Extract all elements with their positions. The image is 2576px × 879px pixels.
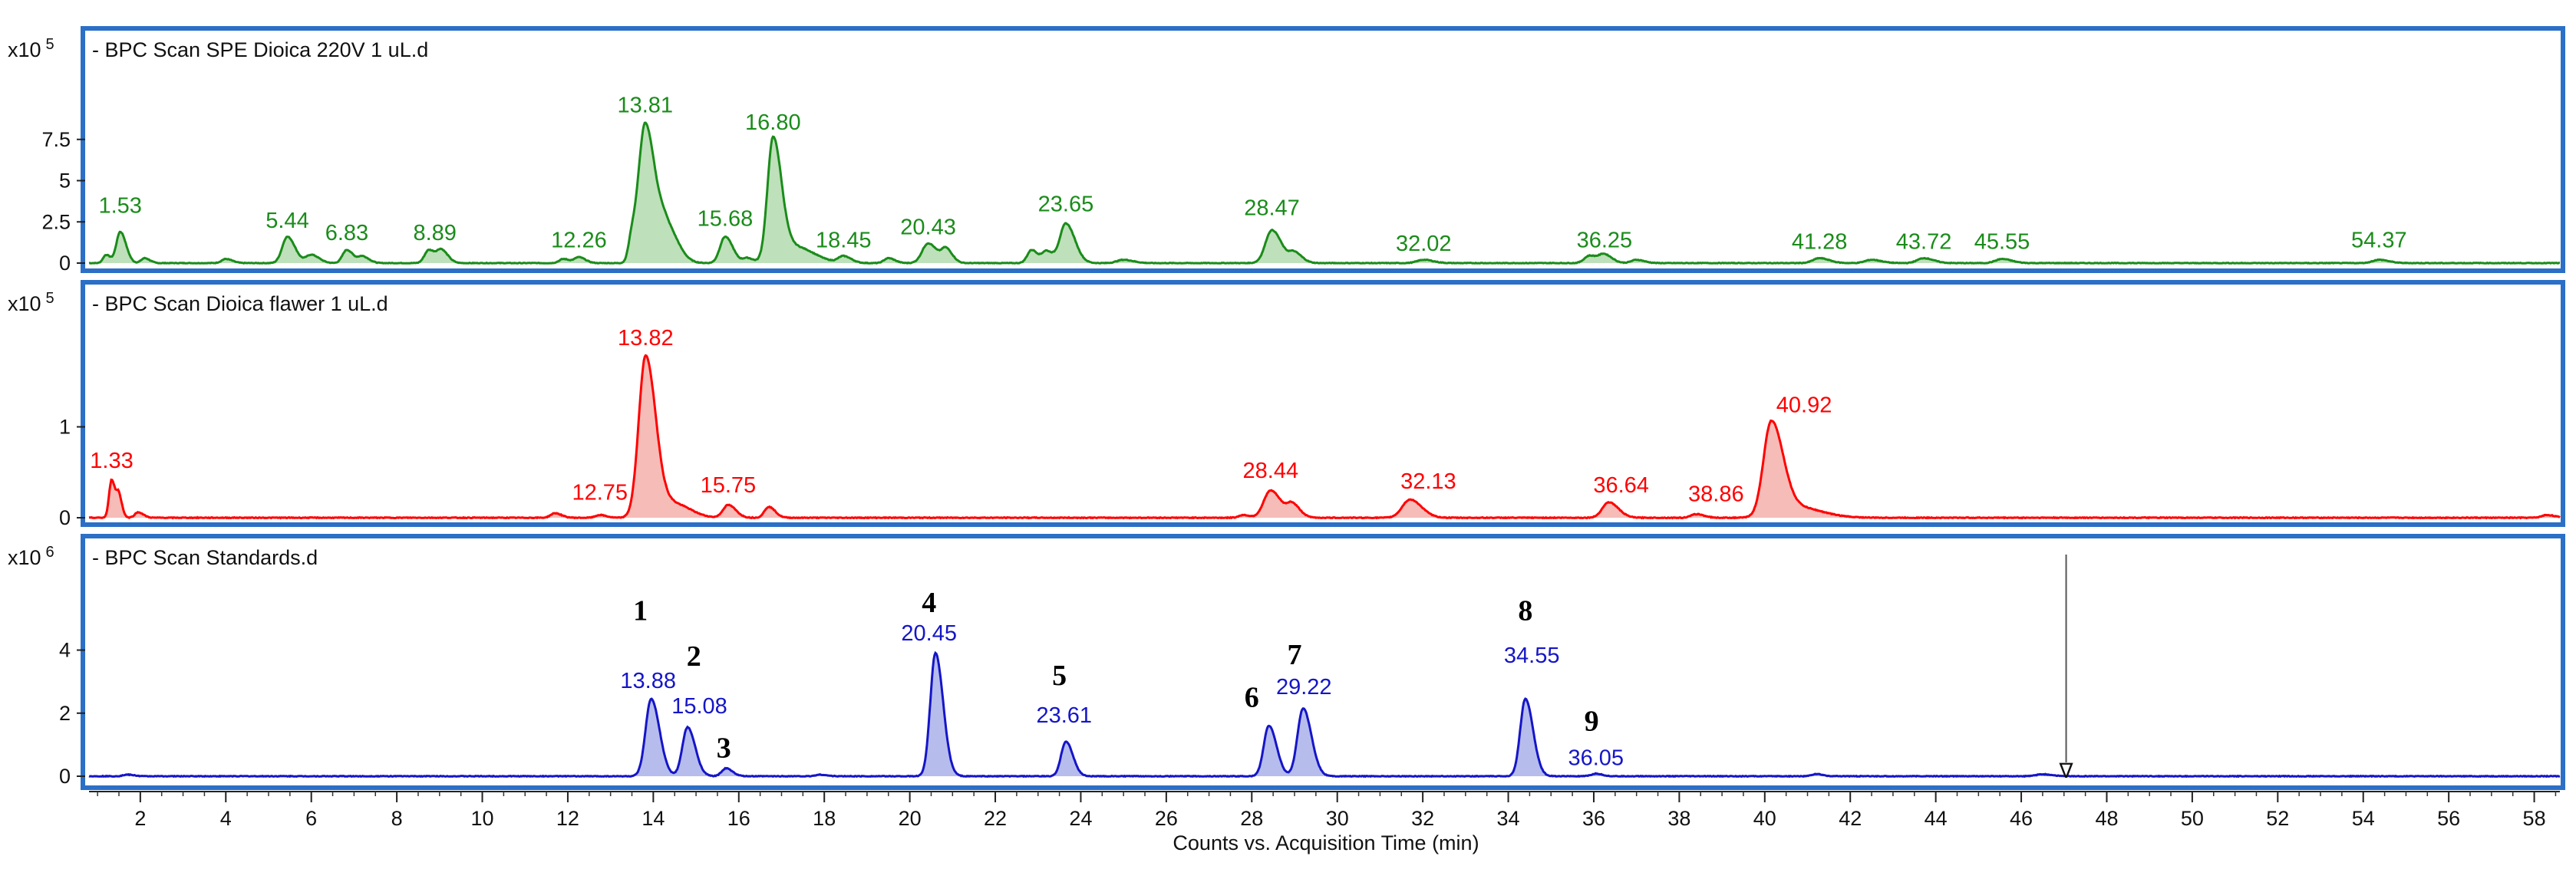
panel-frame-1	[81, 26, 2565, 273]
x-tick-label: 24	[1069, 807, 1092, 830]
panel-scale-label-2: x10 5	[8, 290, 54, 315]
peak-label: 23.61	[1036, 703, 1092, 728]
panel-title-3: - BPC Scan Standards.d	[92, 546, 318, 569]
peak-label: 40.92	[1776, 393, 1832, 418]
peak-label: 38.86	[1688, 482, 1744, 507]
x-tick-label: 14	[642, 807, 665, 830]
panel-title-2: - BPC Scan Dioica flawer 1 uL.d	[92, 292, 388, 315]
signal-trace-2	[88, 354, 2561, 520]
peak-label: 36.05	[1568, 746, 1624, 771]
x-tick-label: 2	[134, 807, 146, 830]
peak-label: 41.28	[1792, 230, 1848, 255]
peak-label: 15.75	[701, 473, 757, 498]
panel-scale-label-1: x10 5	[8, 36, 54, 61]
standard-number-label: 2	[687, 640, 701, 673]
standard-number-label: 9	[1585, 705, 1599, 737]
x-tick-label: 48	[2095, 807, 2118, 830]
x-tick-label: 36	[1582, 807, 1605, 830]
y-tick-label-3: 4	[59, 639, 71, 662]
peak-label: 36.64	[1593, 473, 1649, 498]
x-tick-label: 26	[1155, 807, 1178, 830]
x-tick-label: 10	[471, 807, 494, 830]
x-tick-label: 50	[2181, 807, 2204, 830]
peak-label: 23.65	[1038, 192, 1094, 216]
standard-number-label: 5	[1052, 660, 1067, 692]
y-tick-label-1: 2.5	[41, 210, 71, 233]
x-tick-label: 16	[727, 807, 750, 830]
peak-label: 20.45	[901, 621, 957, 646]
standard-number-label: 4	[922, 587, 936, 619]
peak-label: 12.75	[572, 480, 628, 505]
x-tick-label: 30	[1326, 807, 1349, 830]
peak-label: 16.80	[745, 110, 801, 135]
x-tick-label: 4	[220, 807, 232, 830]
peak-label: 18.45	[816, 229, 872, 253]
peak-label: 5.44	[266, 209, 308, 233]
peak-label: 15.68	[698, 207, 754, 232]
signal-trace-3	[88, 650, 2561, 779]
panel-scale-label-3: x10 6	[8, 544, 54, 569]
panel-frame-3	[81, 534, 2565, 790]
peak-label: 29.22	[1276, 675, 1332, 700]
peak-label: 45.55	[1974, 230, 2030, 255]
peak-label: 54.37	[2351, 229, 2407, 253]
peak-label: 1.33	[90, 449, 133, 473]
x-tick-label: 34	[1497, 807, 1520, 830]
y-tick-label-2: 1	[59, 416, 71, 439]
peak-label: 28.44	[1243, 459, 1299, 483]
standard-number-label: 7	[1288, 639, 1302, 671]
peak-label: 13.82	[618, 326, 674, 351]
x-tick-label: 22	[984, 807, 1007, 830]
x-tick-label: 44	[1925, 807, 1948, 830]
peak-label: 36.25	[1577, 229, 1633, 253]
panel-title-1: - BPC Scan SPE Dioica 220V 1 uL.d	[92, 38, 428, 61]
x-tick-label: 28	[1240, 807, 1263, 830]
peak-label: 32.02	[1396, 232, 1452, 256]
peak-label: 6.83	[325, 221, 368, 245]
peak-label: 34.55	[1504, 644, 1560, 668]
y-tick-label-1: 7.5	[41, 128, 71, 151]
peak-label: 1.53	[98, 193, 141, 218]
standard-number-label: 8	[1518, 595, 1532, 627]
x-tick-label: 42	[1839, 807, 1862, 830]
x-tick-label: 58	[2523, 807, 2546, 830]
peak-label: 13.81	[617, 93, 673, 117]
peak-label: 32.13	[1400, 469, 1456, 494]
peak-label: 15.08	[671, 694, 727, 719]
x-tick-label: 56	[2437, 807, 2460, 830]
standard-number-label: 3	[717, 732, 731, 764]
peak-label: 12.26	[551, 229, 607, 253]
standard-number-label: 6	[1245, 682, 1259, 714]
peak-label: 8.89	[413, 221, 456, 245]
signal-trace-1	[88, 121, 2561, 265]
x-tick-label: 54	[2352, 807, 2375, 830]
y-tick-label-2: 0	[59, 506, 71, 529]
y-tick-label-3: 0	[59, 765, 71, 788]
peak-label: 13.88	[620, 669, 676, 693]
x-tick-label: 52	[2266, 807, 2289, 830]
peak-label: 20.43	[900, 215, 956, 239]
x-tick-label: 8	[391, 807, 403, 830]
y-tick-label-1: 5	[59, 170, 71, 193]
x-tick-label: 18	[813, 807, 836, 830]
x-tick-label: 20	[899, 807, 922, 830]
y-tick-label-1: 0	[59, 252, 71, 275]
panel-frame-2	[81, 280, 2565, 527]
x-tick-label: 40	[1753, 807, 1776, 830]
x-tick-label: 46	[2010, 807, 2033, 830]
x-tick-label: 6	[305, 807, 317, 830]
x-tick-label: 38	[1667, 807, 1690, 830]
peak-label: 28.47	[1244, 196, 1300, 221]
end-marker-icon: ∇	[2059, 759, 2074, 782]
peak-label: 43.72	[1896, 230, 1952, 255]
x-axis-label: Counts vs. Acquisition Time (min)	[1173, 831, 1479, 854]
x-tick-label: 12	[556, 807, 579, 830]
x-tick-label: 32	[1411, 807, 1434, 830]
standard-number-label: 1	[633, 595, 648, 627]
y-tick-label-3: 2	[59, 702, 71, 725]
